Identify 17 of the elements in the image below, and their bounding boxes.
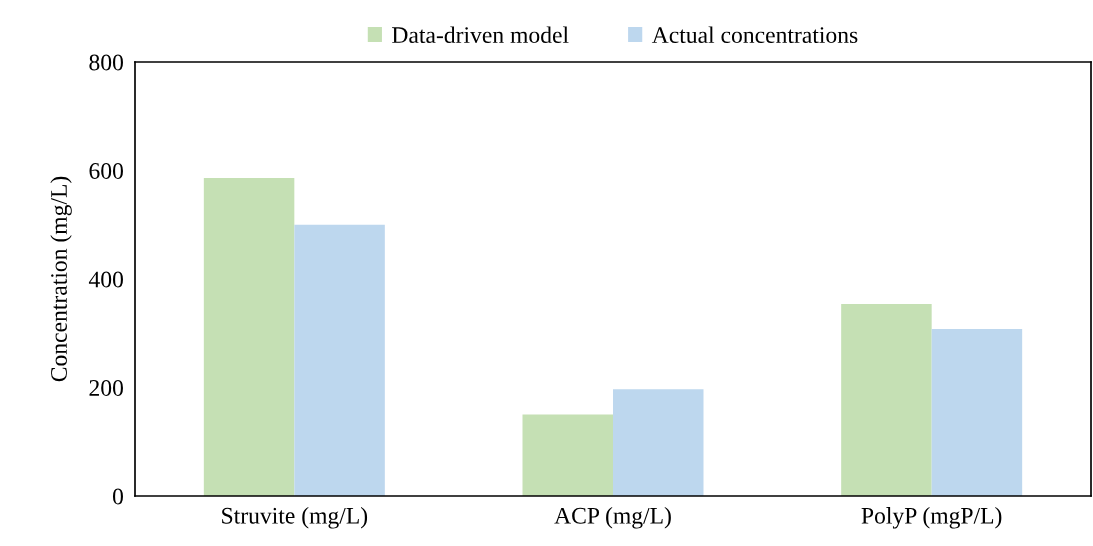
x-tick-label: ACP (mg/L) bbox=[554, 507, 671, 529]
legend-label: Actual concentrations bbox=[651, 26, 858, 44]
bar bbox=[841, 303, 932, 496]
bar bbox=[522, 414, 613, 496]
y-tick-label: 800 bbox=[89, 54, 123, 71]
bar bbox=[203, 178, 295, 496]
legend-label: Data-driven model bbox=[392, 26, 569, 44]
bar bbox=[613, 389, 704, 496]
bar bbox=[294, 224, 385, 496]
x-tick-label: Struvite (mg/L) bbox=[222, 507, 368, 529]
bar bbox=[931, 328, 1023, 496]
y-tick-label: 0 bbox=[112, 488, 123, 505]
y-tick-label: 200 bbox=[89, 379, 123, 396]
y-axis-title: Concentration (mg/L) bbox=[50, 176, 72, 382]
x-tick-label: PolyP (mgP/L) bbox=[861, 507, 1002, 529]
y-tick-label: 400 bbox=[88, 271, 123, 288]
y-tick-label: 600 bbox=[89, 162, 123, 179]
